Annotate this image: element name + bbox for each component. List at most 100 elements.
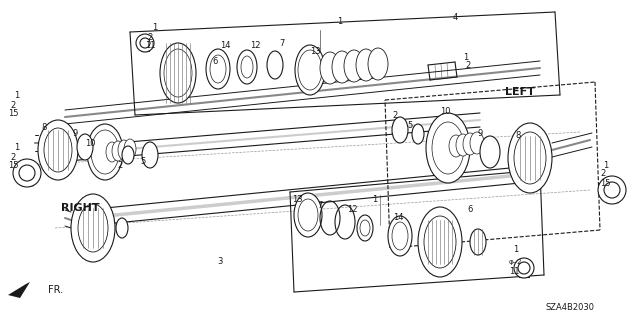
Text: 6: 6 (467, 205, 473, 214)
Ellipse shape (112, 141, 124, 161)
Ellipse shape (388, 216, 412, 256)
Ellipse shape (418, 207, 462, 277)
Ellipse shape (392, 117, 408, 143)
Ellipse shape (77, 134, 93, 160)
Ellipse shape (142, 142, 158, 168)
Text: 7: 7 (279, 39, 285, 48)
Ellipse shape (237, 50, 257, 84)
Ellipse shape (426, 113, 470, 183)
Text: 2: 2 (117, 160, 123, 169)
Text: 1: 1 (337, 18, 342, 26)
Ellipse shape (87, 124, 123, 180)
Circle shape (598, 176, 626, 204)
Ellipse shape (432, 122, 464, 174)
Text: 5: 5 (140, 158, 146, 167)
Ellipse shape (456, 134, 470, 156)
Text: 15: 15 (600, 179, 611, 188)
Text: 12: 12 (250, 41, 260, 49)
Text: FR.: FR. (48, 285, 63, 295)
Text: 11: 11 (145, 41, 156, 50)
Text: 1: 1 (372, 196, 378, 204)
Text: 2: 2 (10, 100, 15, 109)
Circle shape (518, 262, 530, 274)
Text: 2: 2 (392, 110, 397, 120)
Ellipse shape (356, 49, 376, 81)
Circle shape (514, 258, 534, 278)
Ellipse shape (470, 229, 486, 255)
Ellipse shape (118, 140, 130, 160)
Ellipse shape (392, 222, 408, 250)
Text: 5: 5 (408, 122, 413, 130)
Text: 13: 13 (310, 48, 320, 56)
Text: 9: 9 (72, 130, 77, 138)
Text: 1: 1 (513, 246, 518, 255)
Ellipse shape (295, 45, 325, 95)
Ellipse shape (508, 123, 552, 193)
Ellipse shape (210, 55, 226, 83)
Text: RIGHT: RIGHT (61, 203, 99, 213)
Text: 8: 8 (42, 122, 47, 131)
Ellipse shape (360, 220, 370, 236)
Ellipse shape (463, 133, 477, 155)
Ellipse shape (71, 194, 115, 262)
Ellipse shape (206, 49, 230, 89)
Text: 10: 10 (84, 138, 95, 147)
Ellipse shape (44, 128, 72, 172)
Text: 13: 13 (292, 196, 302, 204)
Text: 10: 10 (440, 108, 451, 116)
Ellipse shape (106, 142, 118, 162)
Circle shape (13, 159, 41, 187)
Ellipse shape (116, 218, 128, 238)
Ellipse shape (124, 139, 136, 159)
Text: 2: 2 (147, 33, 152, 41)
Text: 12: 12 (347, 205, 357, 214)
Text: 8: 8 (515, 130, 521, 139)
Ellipse shape (514, 132, 546, 184)
Ellipse shape (38, 120, 78, 180)
Text: 6: 6 (212, 57, 218, 66)
Text: LEFT: LEFT (505, 87, 535, 97)
Text: 1: 1 (14, 144, 20, 152)
Ellipse shape (164, 49, 192, 97)
Ellipse shape (298, 199, 318, 231)
Ellipse shape (368, 48, 388, 80)
Text: 1: 1 (14, 92, 20, 100)
Text: 7: 7 (317, 201, 323, 210)
Text: φ‒2: φ‒2 (508, 259, 522, 265)
Text: 15: 15 (8, 109, 19, 118)
Ellipse shape (470, 132, 484, 154)
Text: 2: 2 (465, 61, 470, 70)
Text: 15: 15 (8, 161, 19, 170)
Ellipse shape (480, 136, 500, 168)
Ellipse shape (78, 204, 108, 252)
Ellipse shape (91, 130, 119, 174)
Ellipse shape (449, 135, 463, 157)
Ellipse shape (122, 146, 134, 164)
Circle shape (19, 165, 35, 181)
Circle shape (604, 182, 620, 198)
Ellipse shape (267, 51, 283, 79)
Ellipse shape (294, 193, 322, 237)
Text: SZA4B2030: SZA4B2030 (545, 303, 595, 313)
Ellipse shape (332, 51, 352, 83)
Text: 9: 9 (477, 129, 483, 137)
Text: 4: 4 (452, 12, 458, 21)
Circle shape (136, 34, 154, 52)
Text: 2: 2 (10, 152, 15, 161)
Ellipse shape (412, 124, 424, 144)
Polygon shape (8, 282, 30, 298)
Ellipse shape (424, 216, 456, 268)
Text: 14: 14 (220, 41, 230, 50)
Ellipse shape (357, 215, 373, 241)
Text: 11: 11 (509, 268, 519, 277)
Text: 14: 14 (393, 213, 403, 222)
Ellipse shape (241, 56, 253, 78)
Text: 1: 1 (603, 160, 608, 169)
Text: 2: 2 (600, 169, 605, 179)
Text: 3: 3 (218, 257, 223, 266)
Ellipse shape (298, 50, 322, 90)
Ellipse shape (320, 52, 340, 84)
Text: 1: 1 (463, 54, 468, 63)
Text: 1: 1 (152, 24, 157, 33)
Ellipse shape (160, 43, 196, 103)
